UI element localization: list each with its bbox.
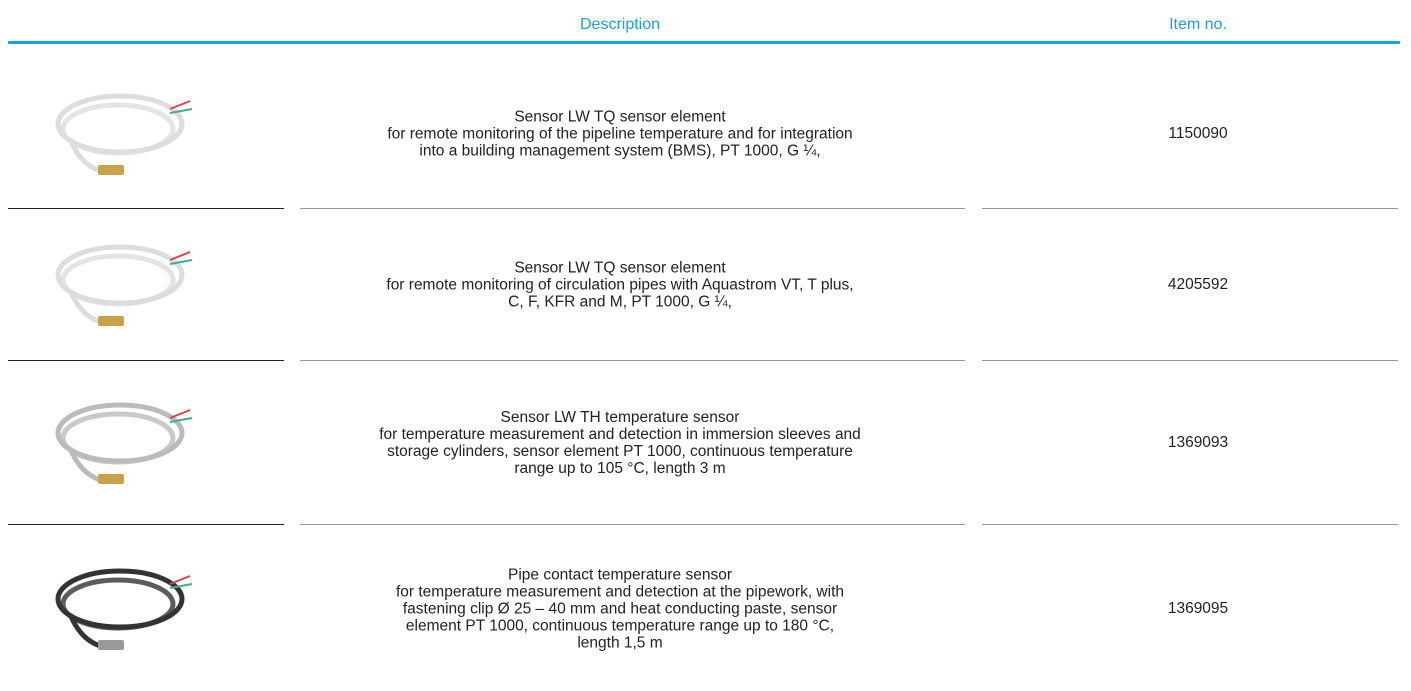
description-line: for temperature measurement and detectio… [379, 426, 861, 443]
header-rule [8, 41, 1400, 44]
row-separator [300, 208, 965, 209]
row-separator [982, 208, 1398, 209]
description-line: length 1,5 m [396, 634, 844, 651]
item-number: 1150090 [1168, 125, 1227, 143]
description-line: for remote monitoring of the pipeline te… [387, 126, 852, 143]
description-line: for temperature measurement and detectio… [396, 583, 844, 600]
row-separator [8, 524, 284, 525]
product-image [40, 79, 200, 194]
description-line: for remote monitoring of circulation pip… [386, 277, 853, 294]
item-number: 4205592 [1168, 276, 1228, 294]
description-line: fastening clip Ø 25 – 40 mm and heat con… [396, 600, 844, 617]
item-number: 1369095 [1168, 600, 1228, 618]
product-photo [40, 554, 200, 664]
product-image [40, 554, 200, 669]
product-photo [40, 388, 200, 498]
row-separator [8, 208, 284, 209]
row-separator [300, 360, 965, 361]
description-line: Pipe contact temperature sensor [396, 566, 844, 583]
description-line: Sensor LW TQ sensor element [387, 109, 852, 126]
description-line: element PT 1000, continuous temperature … [396, 617, 844, 634]
item-number: 1369093 [1168, 434, 1228, 452]
description-line: range up to 105 °C, length 3 m [379, 460, 861, 477]
column-header: Item no. [1169, 16, 1227, 34]
product-image [40, 230, 200, 345]
product-photo [40, 230, 200, 340]
product-image [40, 388, 200, 503]
row-separator [8, 360, 284, 361]
description-line: into a building management system (BMS),… [387, 143, 852, 160]
column-header: Description [580, 16, 660, 34]
product-photo [40, 79, 200, 189]
description-line: Sensor LW TQ sensor element [386, 260, 853, 277]
row-separator [300, 524, 965, 525]
description-line: Sensor LW TH temperature sensor [379, 409, 861, 426]
row-separator [982, 360, 1398, 361]
row-separator [982, 524, 1398, 525]
description-line: storage cylinders, sensor element PT 100… [379, 443, 861, 460]
description-line: C, F, KFR and M, PT 1000, G ¼, [386, 294, 853, 311]
page: Description Item no. Sensor LW TQ sensor… [0, 0, 1411, 691]
